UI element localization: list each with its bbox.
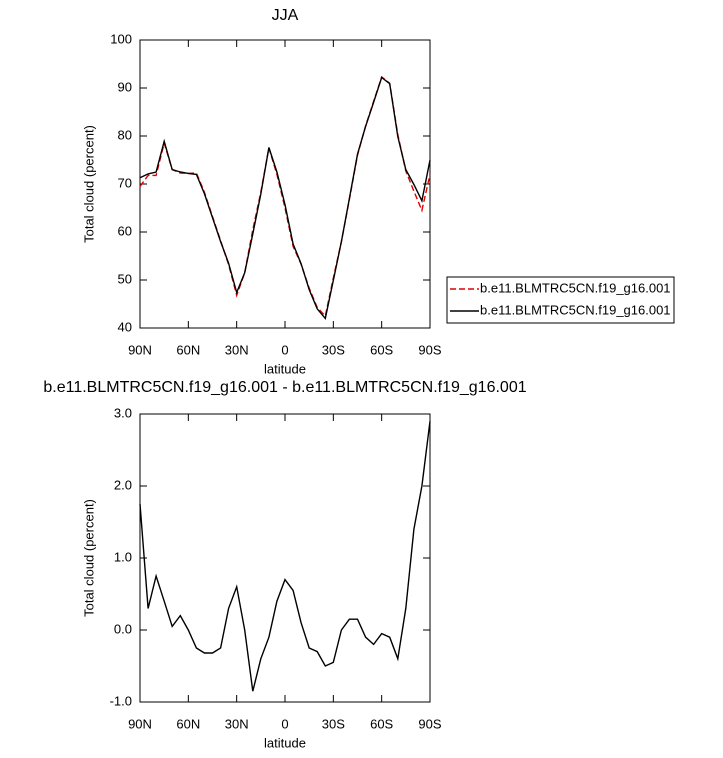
data-line [139,76,431,320]
chart-title: b.e11.BLMTRC5CN.f19_g16.001 - b.e11.BLMT… [43,379,526,396]
data-line [139,75,431,318]
data-line [139,421,431,692]
y-tick-label: 50 [118,271,132,286]
y-tick-label: 2.0 [114,477,132,492]
plot-frame [139,413,431,703]
x-tick-label: 30N [225,716,249,731]
x-tick-label: 30N [225,342,249,357]
x-tick-label: 0 [281,716,288,731]
x-tick-label: 90S [418,342,441,357]
y-tick-label: -1.0 [110,693,132,708]
plot-frame [139,39,431,329]
y-tick-label: 3.0 [114,405,132,420]
x-axis-label: latitude [264,735,306,750]
x-tick-label: 90N [128,716,152,731]
y-tick-label: 40 [118,319,132,334]
x-tick-label: 60N [176,716,200,731]
x-tick-label: 0 [281,342,288,357]
y-tick-label: 1.0 [114,549,132,564]
chart-title: JJA [272,7,299,24]
y-tick-label: 90 [118,79,132,94]
x-tick-label: 60S [370,342,393,357]
legend-label: b.e11.BLMTRC5CN.f19_g16.001 [480,280,671,295]
x-tick-label: 60N [176,342,200,357]
y-axis-label: Total cloud (percent) [81,499,96,617]
x-axis-label: latitude [264,361,306,376]
legend-label: b.e11.BLMTRC5CN.f19_g16.001 [480,302,671,317]
x-tick-label: 60S [370,716,393,731]
y-tick-label: 0.0 [114,621,132,636]
x-tick-label: 90S [418,716,441,731]
y-tick-label: 100 [110,31,132,46]
x-tick-label: 90N [128,342,152,357]
y-tick-label: 80 [118,127,132,142]
y-tick-label: 60 [118,223,132,238]
x-tick-label: 30S [322,342,345,357]
legend-box [446,276,675,324]
y-tick-label: 70 [118,175,132,190]
x-tick-label: 30S [322,716,345,731]
y-axis-label: Total cloud (percent) [81,125,96,243]
